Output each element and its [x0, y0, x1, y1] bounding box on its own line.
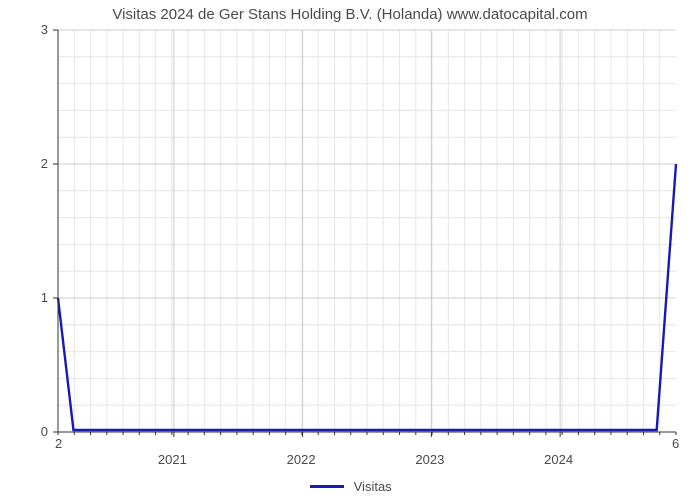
legend-swatch — [310, 485, 344, 487]
x-tick-label: 2021 — [158, 452, 187, 467]
y-tick-label: 1 — [41, 290, 48, 305]
x-end-label: 6 — [672, 436, 679, 451]
y-tick-label: 2 — [41, 156, 48, 171]
y-tick-label: 3 — [41, 22, 48, 37]
x-start-label: 2 — [55, 436, 62, 451]
legend: Visitas — [310, 478, 392, 494]
legend-label: Visitas — [354, 479, 392, 494]
y-tick-label: 0 — [41, 424, 48, 439]
chart-container: Visitas 2024 de Ger Stans Holding B.V. (… — [0, 0, 700, 500]
line-chart-plot — [58, 30, 676, 442]
chart-title: Visitas 2024 de Ger Stans Holding B.V. (… — [0, 6, 700, 23]
x-tick-label: 2024 — [544, 452, 573, 467]
x-tick-label: 2023 — [415, 452, 444, 467]
x-tick-label: 2022 — [287, 452, 316, 467]
